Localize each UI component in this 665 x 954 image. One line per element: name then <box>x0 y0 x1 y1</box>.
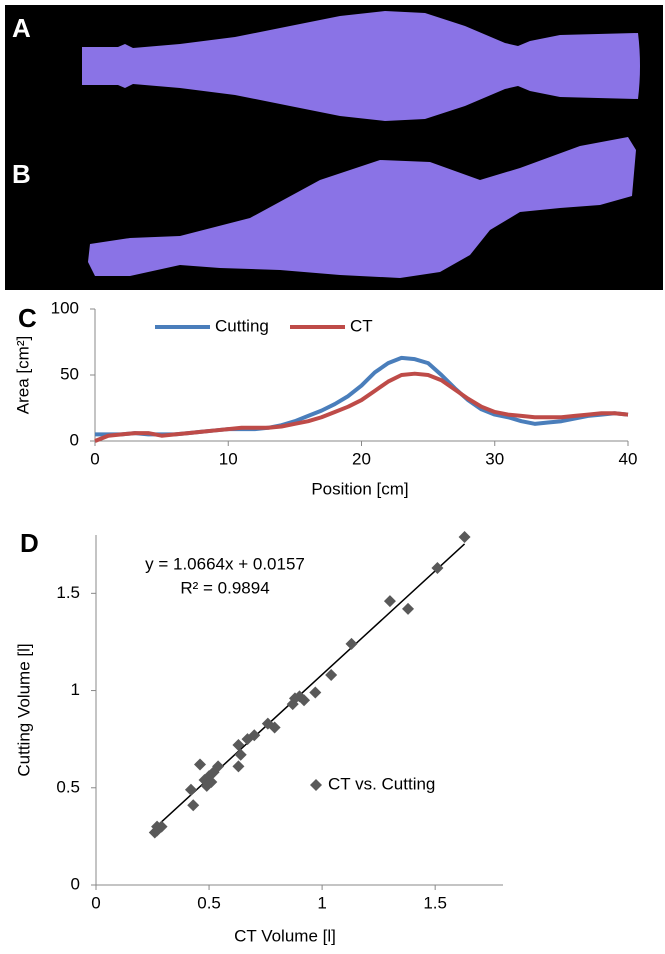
legend-label: Cutting <box>215 316 269 335</box>
x-tick-label: 0 <box>91 893 100 912</box>
x-tick-label: 30 <box>485 449 504 468</box>
legend-marker <box>310 779 322 791</box>
scatter-point <box>205 775 218 788</box>
y-axis-title: Area [cm²] <box>13 336 32 414</box>
y-tick-label: 0 <box>71 874 80 893</box>
data-line <box>95 355 629 437</box>
y-tick-label: 1.5 <box>56 583 80 602</box>
bottle-model-a <box>82 11 640 121</box>
x-tick-label: 10 <box>219 449 238 468</box>
x-tick-label: 20 <box>352 449 371 468</box>
x-tick-label: 40 <box>619 449 638 468</box>
scatter-point <box>151 824 164 837</box>
scatter-point <box>268 721 281 734</box>
scatter-point <box>458 530 471 543</box>
scatter-point <box>383 595 396 608</box>
y-tick-label: 0 <box>70 430 79 449</box>
x-axis-title: CT Volume [l] <box>234 926 336 945</box>
y-tick-label: 1 <box>71 680 80 699</box>
scatter-point <box>184 783 197 796</box>
bottle-model-b <box>88 137 636 278</box>
scatter-point <box>187 799 200 812</box>
x-tick-label: 0.5 <box>197 893 221 912</box>
panel-label: A <box>12 13 31 43</box>
legend-label: CT vs. Cutting <box>328 774 435 793</box>
scatter-point <box>234 748 247 761</box>
y-tick-label: 50 <box>60 364 79 383</box>
legend-label: CT <box>350 316 373 335</box>
panel-label: B <box>12 159 31 189</box>
panel-label: D <box>20 528 39 558</box>
scatter-point <box>212 760 225 773</box>
scatter-point <box>431 562 444 575</box>
x-tick-label: 0 <box>90 449 99 468</box>
scatter-point <box>309 686 322 699</box>
annotation: R² = 0.9894 <box>180 578 269 597</box>
scatter-point <box>194 758 207 771</box>
scatter-point <box>345 637 358 650</box>
data-line <box>94 371 629 443</box>
scatter-point <box>232 760 245 773</box>
y-axis-title: Cutting Volume [l] <box>14 643 33 776</box>
panel-label: C <box>18 303 37 333</box>
y-tick-label: 0.5 <box>56 777 80 796</box>
scatter-point <box>232 739 245 751</box>
scatter-point <box>298 694 311 707</box>
annotation: y = 1.0664x + 0.0157 <box>145 554 305 573</box>
scatter-point <box>402 602 415 615</box>
x-tick-label: 1 <box>317 893 326 912</box>
scatter-point <box>325 669 338 681</box>
y-tick-label: 100 <box>51 298 79 317</box>
x-axis-title: Position [cm] <box>311 479 408 498</box>
scatter-point <box>248 729 261 742</box>
x-tick-label: 1.5 <box>423 893 447 912</box>
